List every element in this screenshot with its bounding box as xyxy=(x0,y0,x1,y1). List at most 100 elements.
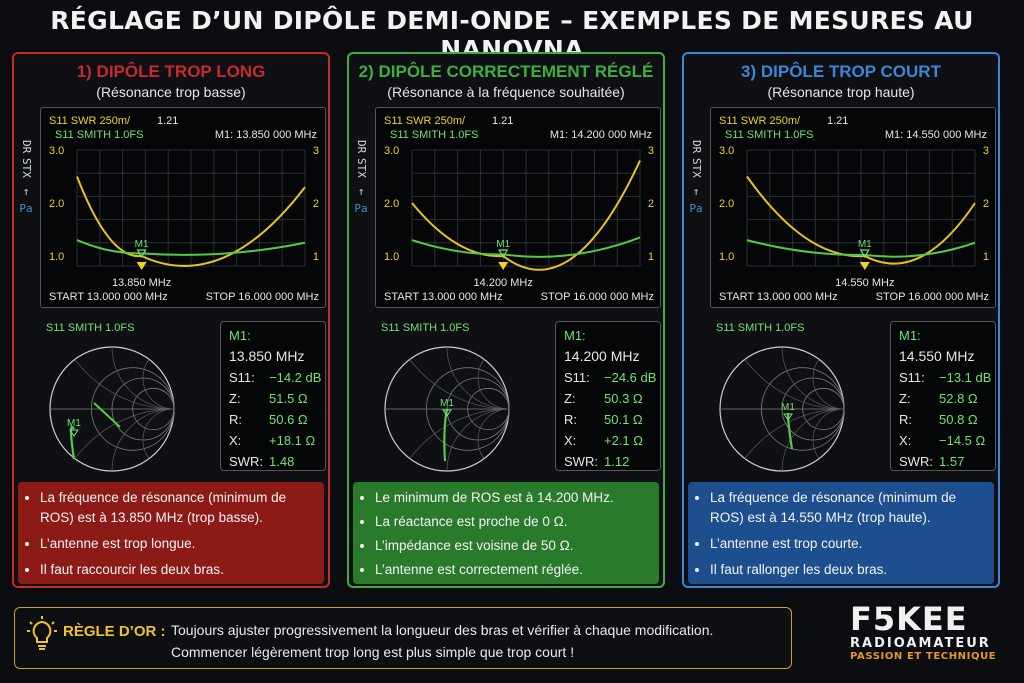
meas-row-swr_label: SWR: 1.48 xyxy=(229,454,294,469)
meas-label: Z: xyxy=(564,391,576,406)
stop-freq: STOP 16.000 000 MHz xyxy=(541,291,654,303)
marker-arrow xyxy=(859,262,870,270)
marker-arrow xyxy=(498,262,509,270)
brand-line1: RADIOAMATEUR xyxy=(850,636,991,651)
meas-row-z_label: Z: 52.8 Ω xyxy=(899,391,978,406)
trace1-value: 1.21 xyxy=(827,115,848,127)
panel-heading: 2) DIPÔLE CORRECTEMENT RÉGLÉ xyxy=(358,62,654,81)
meas-row-r_label: R: 50.1 Ω xyxy=(564,412,643,427)
smith-marker xyxy=(783,413,793,421)
page-title: RÉGLAGE D’UN DIPÔLE DEMI-ONDE – EXEMPLES… xyxy=(50,6,974,64)
meas-label: X: xyxy=(899,433,912,448)
meas-value-z: 52.8 Ω xyxy=(939,391,978,406)
measurement-box: M1: 14.550 MHz S11: −13.1 dB Z: 52.8 Ω R: 50.8 … xyxy=(890,321,996,471)
meas-label: M1: xyxy=(899,328,921,343)
note-item: L’antenne est trop courte. xyxy=(710,534,986,554)
gold-rule-box: RÈGLE D’OR : Toujours ajuster progressiv… xyxy=(14,607,792,669)
meas-label: M1: xyxy=(564,328,586,343)
meas-value-s11: −24.6 dB xyxy=(604,370,657,385)
meas-label: R: xyxy=(229,412,242,427)
gold-rule-line2: Commencer légèrement trop long est plus … xyxy=(171,644,575,660)
trace2-label: S11 SMITH 1.0FS xyxy=(55,129,143,141)
stop-freq: STOP 16.000 000 MHz xyxy=(876,291,989,303)
y-tick-right: 3 xyxy=(983,145,989,157)
smith-marker xyxy=(69,429,79,437)
panel-1: 1) DIPÔLE TROP LONG (Résonance trop basse… xyxy=(12,52,330,588)
marker-readout: M1: 13.850 000 MHz xyxy=(215,129,317,141)
smith-x-arc xyxy=(477,408,509,471)
meas-row-swr_label: SWR: 1.12 xyxy=(564,454,629,469)
notes-list: La fréquence de résonance (minimum de RO… xyxy=(696,488,986,580)
note-item: L’antenne est trop longue. xyxy=(40,534,316,554)
meas-row-m_label: M1: xyxy=(564,328,586,343)
meas-row-m_label: M1: xyxy=(229,328,251,343)
meas-row-m_freq: 14.550 MHz xyxy=(899,348,974,364)
marker-triangle xyxy=(136,249,147,259)
meas-value-z: 51.5 Ω xyxy=(269,391,308,406)
smith-x-arc xyxy=(477,347,509,410)
marker-freq-label: 13.850 MHz xyxy=(112,277,171,289)
side-stx: STX xyxy=(690,158,703,179)
note-item: Il faut rallonger les deux bras. xyxy=(710,560,986,580)
trace1-label: S11 SWR 250m/ xyxy=(49,115,131,127)
meas-row-s11_label: S11: −14.2 dB xyxy=(229,370,321,385)
y-tick-left: 2.0 xyxy=(719,198,734,210)
side-axis-label: DR STX ↑ Pa xyxy=(18,140,34,217)
marker-triangle xyxy=(859,249,870,259)
measurement-box: M1: 13.850 MHz S11: −14.2 dB Z: 51.5 Ω R: 50.6 … xyxy=(220,321,326,471)
smith-trace xyxy=(411,236,641,258)
smith-x-arc xyxy=(812,408,844,471)
smith-x-arc xyxy=(720,408,844,471)
y-tick-left: 3.0 xyxy=(49,145,64,157)
y-tick-right: 1 xyxy=(313,251,319,263)
side-axis-label: DR STX ↑ Pa xyxy=(353,140,369,217)
measurement-box: M1: 14.200 MHz S11: −24.6 dB Z: 50.3 Ω R: 50.1 … xyxy=(555,321,661,471)
smith-marker-name: M1 xyxy=(440,398,454,409)
side-dr: DR xyxy=(355,140,368,154)
side-pa: Pa xyxy=(19,202,33,216)
side-stx: STX xyxy=(355,158,368,179)
meas-row-r_label: R: 50.8 Ω xyxy=(899,412,978,427)
side-axis-label: DR STX ↑ Pa xyxy=(688,140,704,217)
meas-value-swr: 1.57 xyxy=(939,454,965,469)
smith-trace xyxy=(746,239,976,258)
meas-label: X: xyxy=(564,433,577,448)
marker-freq-label: 14.550 MHz xyxy=(835,277,894,289)
meas-label: R: xyxy=(899,412,912,427)
swr-chart: S11 SWR 250m/1.21 S11 SMITH 1.0FS M1: 14.2… xyxy=(384,115,654,303)
notes-list: La fréquence de résonance (minimum de RO… xyxy=(26,488,316,580)
side-pa: Pa xyxy=(354,202,368,216)
y-tick-right: 1 xyxy=(983,251,989,263)
brand-name: F5KEE xyxy=(850,600,968,638)
meas-value-swr: 1.12 xyxy=(604,454,630,469)
y-tick-right: 2 xyxy=(983,198,989,210)
note-item: La fréquence de résonance (minimum de RO… xyxy=(40,488,316,528)
meas-label: 14.200 MHz xyxy=(564,348,640,364)
start-freq: START 13.000 000 MHz xyxy=(384,291,503,303)
side-arrow: ↑ xyxy=(22,185,30,199)
meas-row-x_label: X: +2.1 Ω xyxy=(564,433,643,448)
trace1-value: 1.21 xyxy=(492,115,513,127)
smith-marker-name: M1 xyxy=(67,418,81,429)
smith-trace xyxy=(786,412,794,450)
notes-list: Le minimum de ROS est à 14.200 MHz. La ré… xyxy=(361,488,651,580)
vna-screen: S11 SWR 250m/1.21 S11 SMITH 1.0FS M1: 14.2… xyxy=(375,107,661,308)
panel-heading: 3) DIPÔLE TROP COURT xyxy=(741,62,941,81)
meas-value-s11: −13.1 dB xyxy=(939,370,992,385)
note-item: Le minimum de ROS est à 14.200 MHz. xyxy=(375,488,651,508)
smith-marker-line xyxy=(93,402,121,428)
y-tick-right: 3 xyxy=(313,145,319,157)
note-item: La réactance est proche de 0 Ω. xyxy=(375,512,651,532)
meas-row-x_label: X: −14.5 Ω xyxy=(899,433,985,448)
y-tick-left: 3.0 xyxy=(384,145,399,157)
marker-readout: M1: 14.200 000 MHz xyxy=(550,129,652,141)
panel-subtitle: (Résonance trop haute) xyxy=(767,84,915,100)
meas-row-m_freq: 13.850 MHz xyxy=(229,348,304,364)
trace1-label: S11 SWR 250m/ xyxy=(719,115,801,127)
note-item: L’antenne est correctement réglée. xyxy=(375,560,651,580)
meas-row-s11_label: S11: −24.6 dB xyxy=(564,370,656,385)
side-arrow: ↑ xyxy=(357,185,365,199)
meas-label: S11: xyxy=(899,370,925,385)
meas-label: SWR: xyxy=(229,454,263,469)
smith-trace xyxy=(76,239,306,256)
